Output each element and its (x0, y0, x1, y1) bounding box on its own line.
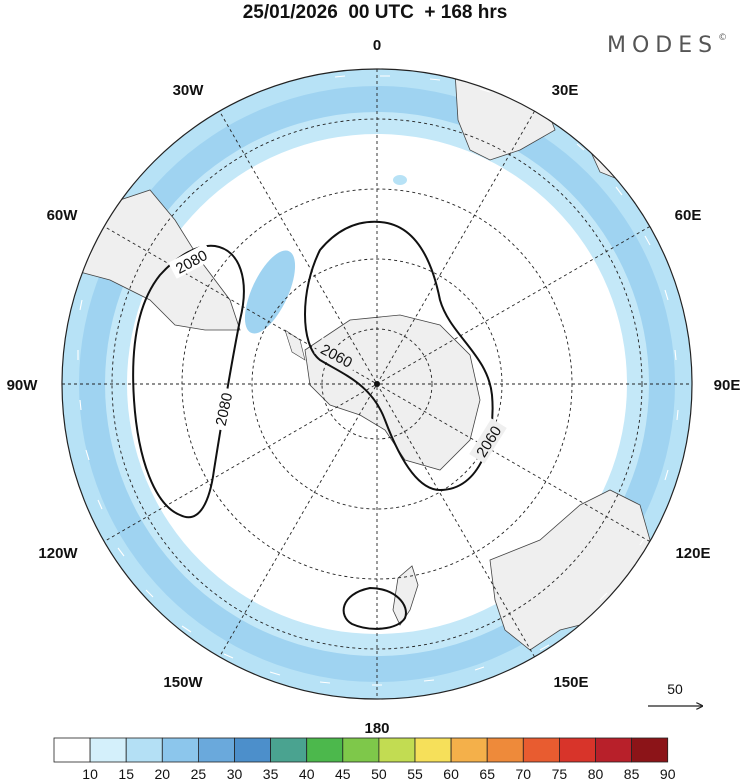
colorbar-label: 15 (118, 766, 134, 782)
colorbar-label: 10 (82, 766, 98, 782)
colorbar-label: 70 (516, 766, 532, 782)
colorbar-swatch (522, 737, 560, 763)
logo-text: MODES (607, 33, 719, 58)
lon-label-150e: 150E (553, 674, 588, 691)
wind-patch-west (244, 250, 296, 334)
contour-label-group: 2080 2080 2060 2060 (168, 243, 507, 464)
lon-label-180: 180 (364, 720, 389, 737)
colorbar-label: 25 (191, 766, 207, 782)
colorbar-label: 55 (407, 766, 423, 782)
colorbar-swatch (89, 737, 127, 763)
colorbar-label: 30 (227, 766, 243, 782)
colorbar-label: 65 (479, 766, 495, 782)
contour-2060-polar (304, 220, 494, 492)
colorbar-swatch (197, 737, 235, 763)
lon-label-150w: 150W (163, 674, 203, 691)
contour-label-2: 2080 (213, 391, 237, 427)
colorbar-label: 75 (552, 766, 568, 782)
lon-label-90e: 90E (714, 377, 741, 394)
colorbar-label: 60 (443, 766, 459, 782)
lon-label-90w: 90W (7, 377, 39, 394)
graticule (62, 69, 692, 699)
colorbar-label: 45 (335, 766, 351, 782)
colorbar: 10 15 20 25 30 35 40 45 50 55 60 65 70 75 80 85 90 (53, 737, 676, 782)
colorbar-label: 35 (263, 766, 279, 782)
colorbar-swatch (306, 737, 344, 763)
lon-label-120e: 120E (675, 545, 710, 562)
lon-label-120w: 120W (38, 545, 78, 562)
lon-label-30w: 30W (173, 82, 205, 99)
colorbar-swatch (342, 737, 380, 763)
copyright-mark: © (718, 33, 728, 43)
modes-logo: MODES© (607, 33, 727, 58)
colorbar-swatch (559, 737, 596, 763)
map-title: 25/01/2026 00 UTC + 168 hrs (242, 2, 508, 23)
colorbar-swatch (53, 737, 91, 763)
colorbar-swatch (450, 737, 488, 763)
south-pole-marker (374, 381, 380, 387)
colorbar-swatch (631, 737, 669, 763)
colorbar-swatch (486, 737, 524, 763)
colorbar-label: 20 (155, 766, 171, 782)
contour-2060-south (342, 586, 407, 630)
colorbar-swatch (595, 737, 632, 763)
contour-2080-west (132, 244, 245, 519)
colorbar-swatch (378, 737, 416, 763)
colorbar-swatch (234, 737, 271, 763)
lon-label-0: 0 (373, 37, 381, 54)
colorbar-label: 50 (371, 766, 387, 782)
longitude-labels: 0 30E 60E 90E 120E 150E 180 150W 120W 90… (7, 37, 741, 737)
colorbar-label: 85 (624, 766, 640, 782)
lon-label-60e: 60E (675, 207, 702, 224)
colorbar-swatch (125, 737, 163, 763)
wind-patch-north (393, 175, 407, 185)
colorbar-label: 80 (588, 766, 604, 782)
lon-label-60w: 60W (47, 207, 79, 224)
colorbar-swatch (270, 737, 308, 763)
vector-scale-label: 50 (667, 681, 683, 697)
reference-vector: 50 (648, 681, 702, 706)
colorbar-swatch (414, 737, 452, 763)
lon-label-30e: 30E (552, 82, 579, 99)
colorbar-swatch (161, 737, 199, 763)
new-zealand-landmass (392, 565, 419, 626)
colorbar-label: 90 (660, 766, 676, 782)
height-contours (132, 220, 494, 630)
colorbar-label: 40 (299, 766, 315, 782)
